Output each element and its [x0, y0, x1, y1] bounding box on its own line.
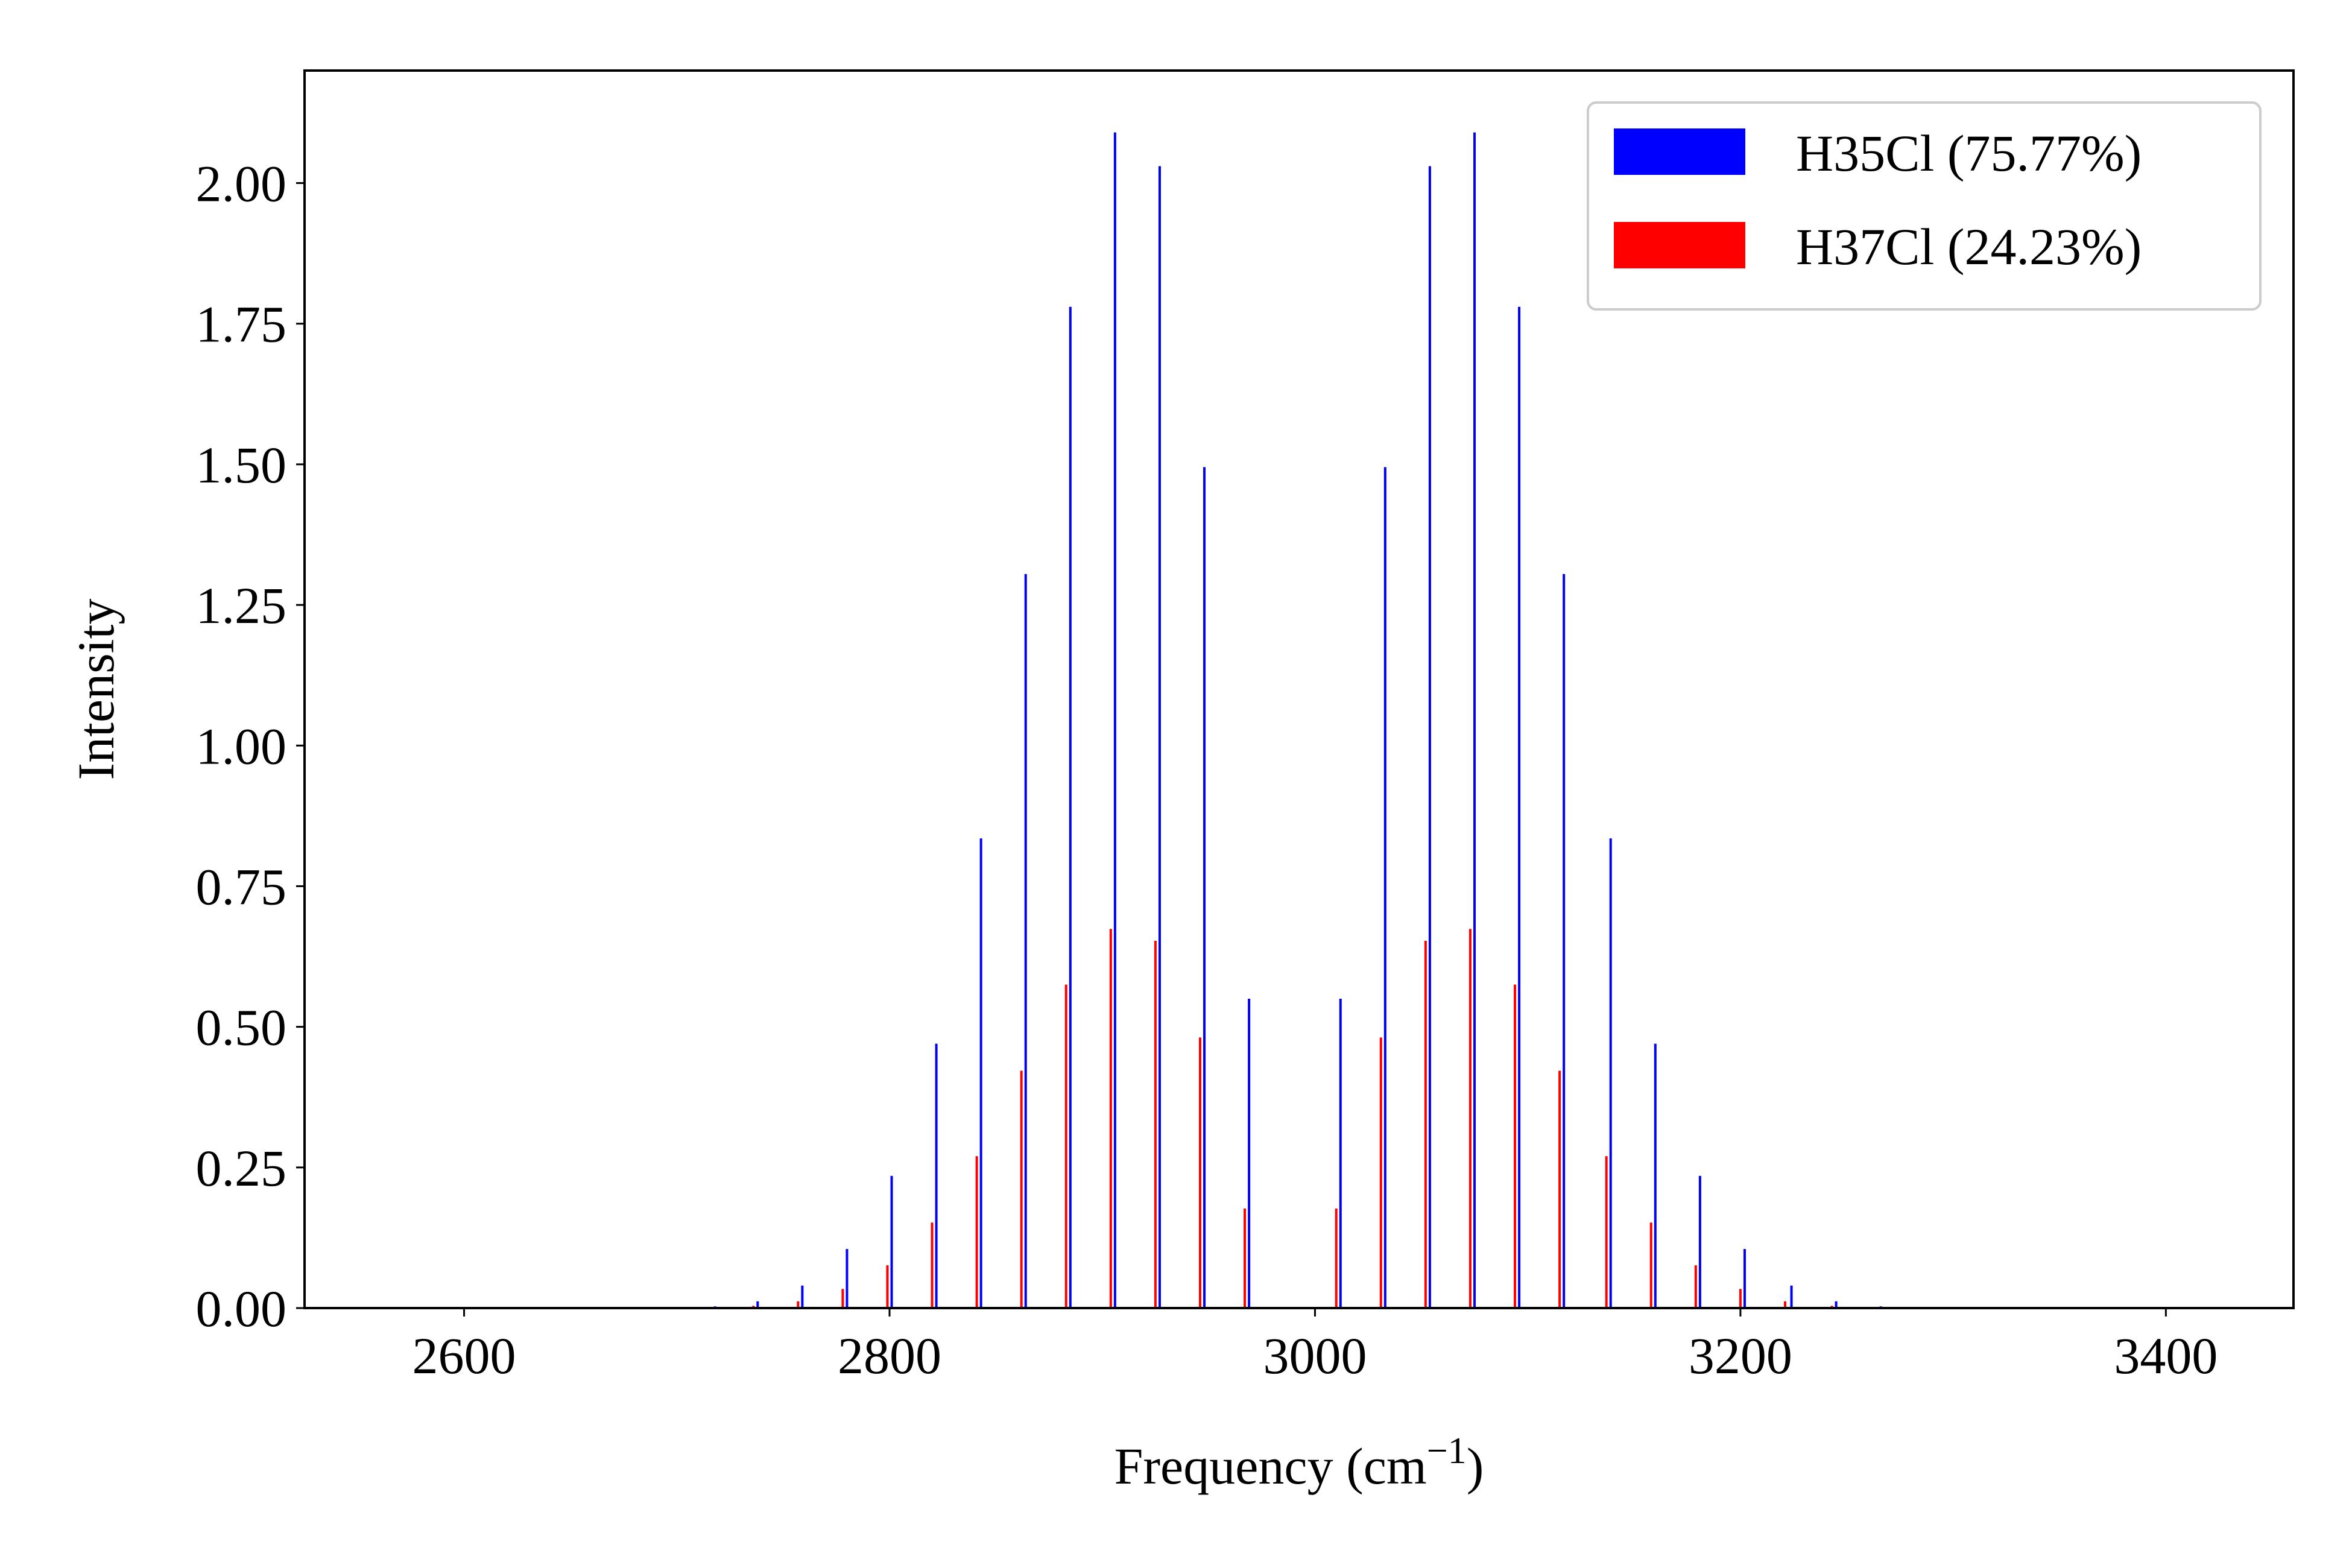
legend-swatch-h35cl: [1614, 128, 1745, 175]
bar-series-1-4: [886, 1265, 889, 1308]
bar-series-1-20: [1649, 1222, 1652, 1308]
y-tick-label: 0.75: [196, 858, 287, 915]
bar-series-1-15: [1424, 940, 1427, 1308]
y-tick-label: 1.25: [196, 577, 287, 634]
bar-series-0-2: [801, 1285, 804, 1308]
bar-series-0-5: [935, 1043, 938, 1308]
bar-series-0-11: [1203, 467, 1206, 1308]
bar-series-0-20: [1654, 1043, 1657, 1308]
y-tick-label: 0.00: [196, 1280, 287, 1338]
x-tick-label: 3400: [2114, 1327, 2218, 1385]
bar-series-1-14: [1379, 1037, 1382, 1308]
bars-layer: [709, 132, 1882, 1309]
x-axis-label-main: Frequency (cm: [1114, 1437, 1427, 1495]
legend: H35Cl (75.77%) H37Cl (24.23%): [1587, 101, 2262, 311]
x-tick-label: 3000: [1263, 1327, 1367, 1385]
bar-series-1-11: [1198, 1037, 1201, 1308]
bar-series-0-17: [1518, 306, 1521, 1308]
bar-series-0-21: [1698, 1175, 1701, 1308]
bar-series-1-5: [931, 1222, 934, 1308]
bar-series-0-4: [890, 1175, 893, 1308]
bar-series-0-18: [1563, 574, 1566, 1308]
bar-series-1-16: [1468, 929, 1472, 1308]
bar-series-1-22: [1739, 1289, 1742, 1308]
y-tick-label: 1.75: [196, 296, 287, 353]
x-tick-label: 3200: [1689, 1327, 1792, 1385]
bar-series-1-19: [1605, 1156, 1608, 1308]
bar-series-0-19: [1609, 838, 1612, 1308]
bar-series-0-1: [756, 1301, 759, 1308]
bar-series-1-17: [1514, 984, 1517, 1308]
bar-series-0-14: [1383, 467, 1386, 1308]
bar-series-1-7: [1020, 1070, 1023, 1308]
plot-frame: [303, 69, 2295, 1309]
y-tick-label: 1.50: [196, 436, 287, 494]
x-tick-label: 2800: [838, 1327, 941, 1385]
bar-series-1-8: [1064, 984, 1067, 1308]
bar-series-0-23: [1790, 1285, 1793, 1308]
bar-series-0-7: [1024, 574, 1027, 1308]
bar-series-1-23: [1783, 1301, 1786, 1308]
bar-series-0-22: [1743, 1249, 1746, 1308]
bar-series-1-2: [797, 1301, 800, 1308]
bar-series-1-12: [1244, 1208, 1247, 1308]
bar-series-1-18: [1558, 1070, 1561, 1308]
bar-series-0-9: [1113, 132, 1116, 1309]
bar-series-1-9: [1109, 929, 1112, 1308]
bar-series-0-24: [1835, 1301, 1838, 1308]
bar-series-0-3: [846, 1249, 849, 1308]
x-axis-ticks: 2600 2800 3000 3200 3400: [413, 1308, 2218, 1385]
legend-label-h37cl: H37Cl (24.23%): [1796, 218, 2142, 276]
y-tick-label: 2.00: [196, 155, 287, 213]
bar-series-0-15: [1428, 166, 1431, 1308]
y-axis-ticks: 0.00 0.25 0.50 0.75 1.00 1.25 1.50 1.75 2.00: [196, 155, 305, 1338]
y-tick-label: 1.00: [196, 717, 287, 775]
x-axis-label-superscript: −1: [1427, 1430, 1467, 1472]
bar-series-0-6: [979, 838, 982, 1308]
bar-series-0-12: [1248, 999, 1251, 1308]
x-axis-label-close: ): [1467, 1437, 1484, 1495]
bar-series-0-10: [1158, 166, 1161, 1308]
y-tick-label: 0.25: [196, 1139, 287, 1197]
legend-frame: [1587, 101, 2262, 311]
y-tick-label: 0.50: [196, 999, 287, 1057]
bar-series-0-16: [1473, 132, 1476, 1309]
legend-label-h35cl: H35Cl (75.77%): [1796, 124, 2142, 182]
bar-series-1-3: [841, 1289, 844, 1308]
bar-series-0-8: [1069, 306, 1072, 1308]
bar-series-0-13: [1339, 999, 1342, 1308]
bar-series-1-13: [1335, 1208, 1338, 1308]
x-axis-label: Frequency (cm−1): [1114, 1430, 1484, 1495]
y-axis-label: Intensity: [67, 599, 125, 780]
bar-series-1-6: [975, 1156, 978, 1308]
x-tick-label: 2600: [413, 1327, 516, 1385]
bar-series-1-10: [1154, 940, 1157, 1308]
legend-swatch-h37cl: [1614, 222, 1745, 268]
bar-series-1-21: [1694, 1265, 1697, 1308]
